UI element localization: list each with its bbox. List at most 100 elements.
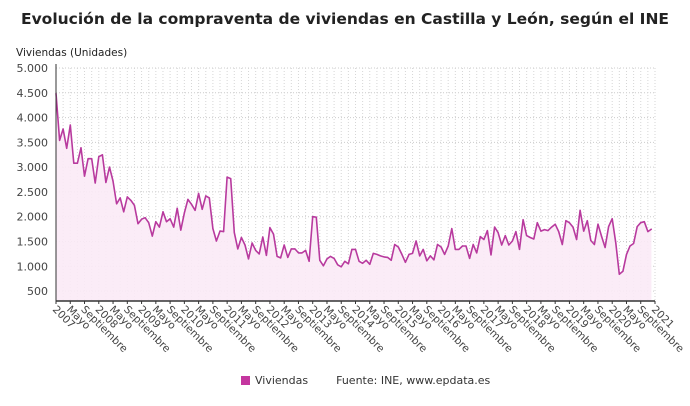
data-point [247, 258, 250, 260]
data-point [526, 235, 528, 237]
data-point [76, 162, 78, 164]
data-point [123, 211, 125, 213]
data-point [255, 249, 257, 251]
data-point [80, 147, 82, 149]
data-point [280, 257, 282, 259]
legend: Viviendas Fuente: INE, www.epdata.es [241, 374, 490, 387]
y-tick-label: 5.000 [17, 62, 49, 75]
data-point [205, 195, 207, 197]
data-point [290, 248, 292, 250]
y-tick-label: 4.000 [17, 112, 49, 125]
data-point [647, 231, 649, 233]
data-point [440, 246, 442, 248]
data-point [240, 236, 242, 239]
data-point [490, 254, 492, 256]
data-point [451, 228, 453, 230]
data-point [561, 243, 563, 246]
data-point [558, 231, 560, 233]
source-note: Fuente: INE, www.epdata.es [336, 374, 491, 387]
data-point [244, 244, 246, 246]
data-point [141, 218, 143, 220]
data-point [230, 178, 232, 180]
data-point [504, 235, 506, 237]
data-point [151, 235, 153, 237]
data-point [258, 253, 260, 255]
data-point [73, 162, 75, 164]
data-point [383, 256, 385, 258]
data-point [529, 236, 531, 239]
data-point [469, 257, 471, 259]
data-point [629, 245, 631, 247]
data-point [593, 243, 596, 246]
data-point [419, 255, 421, 257]
data-point [354, 248, 357, 250]
data-point [465, 245, 467, 247]
data-point [579, 209, 581, 211]
data-point [148, 222, 150, 224]
data-point [269, 227, 271, 229]
data-point [643, 221, 645, 223]
data-point [600, 235, 603, 237]
data-point [365, 259, 367, 261]
data-point [183, 212, 185, 214]
data-point [116, 203, 118, 205]
data-point [215, 240, 217, 242]
data-point [312, 216, 314, 218]
data-point [173, 226, 175, 228]
data-point [62, 128, 64, 130]
data-point [91, 158, 93, 160]
data-point [633, 242, 635, 245]
data-point [511, 240, 513, 242]
data-point [187, 198, 189, 200]
y-tick-label: 2.500 [17, 186, 49, 199]
data-point [351, 248, 353, 250]
data-point [358, 260, 360, 262]
data-point [551, 226, 553, 228]
data-point [479, 236, 481, 238]
data-point [176, 207, 178, 209]
data-point [436, 243, 439, 246]
y-tick-label: 3.000 [17, 161, 49, 174]
data-point [329, 255, 332, 257]
data-point [543, 229, 546, 231]
data-point [155, 221, 157, 223]
data-point [294, 248, 296, 250]
data-point [233, 232, 235, 234]
data-point [130, 199, 132, 201]
data-point [126, 196, 128, 198]
data-point [597, 223, 599, 225]
data-point [447, 245, 449, 247]
data-point [376, 253, 378, 255]
data-point [568, 222, 571, 224]
data-point [608, 226, 610, 228]
data-point [397, 246, 399, 248]
data-point [508, 244, 510, 246]
data-point [372, 252, 374, 254]
data-point [379, 255, 382, 257]
data-point [390, 259, 392, 261]
data-point [476, 252, 478, 254]
series-line-viviendas [55, 93, 652, 275]
y-tick-label: 2.000 [17, 211, 49, 224]
data-point [108, 166, 111, 168]
data-point [576, 238, 578, 241]
y-tick-label: 4.500 [17, 87, 49, 100]
data-point [547, 230, 549, 232]
data-point [237, 248, 239, 250]
data-point [429, 255, 431, 257]
data-point [515, 231, 517, 233]
data-point [536, 222, 538, 224]
data-point [554, 223, 556, 225]
data-point [144, 217, 146, 219]
data-point [565, 220, 567, 222]
data-point [636, 226, 638, 228]
data-point [461, 245, 464, 247]
data-point [518, 248, 521, 250]
data-point [98, 156, 100, 158]
data-point [194, 209, 196, 211]
data-point [94, 182, 96, 184]
data-point [415, 240, 417, 242]
data-point [180, 229, 182, 231]
data-point [190, 203, 193, 205]
